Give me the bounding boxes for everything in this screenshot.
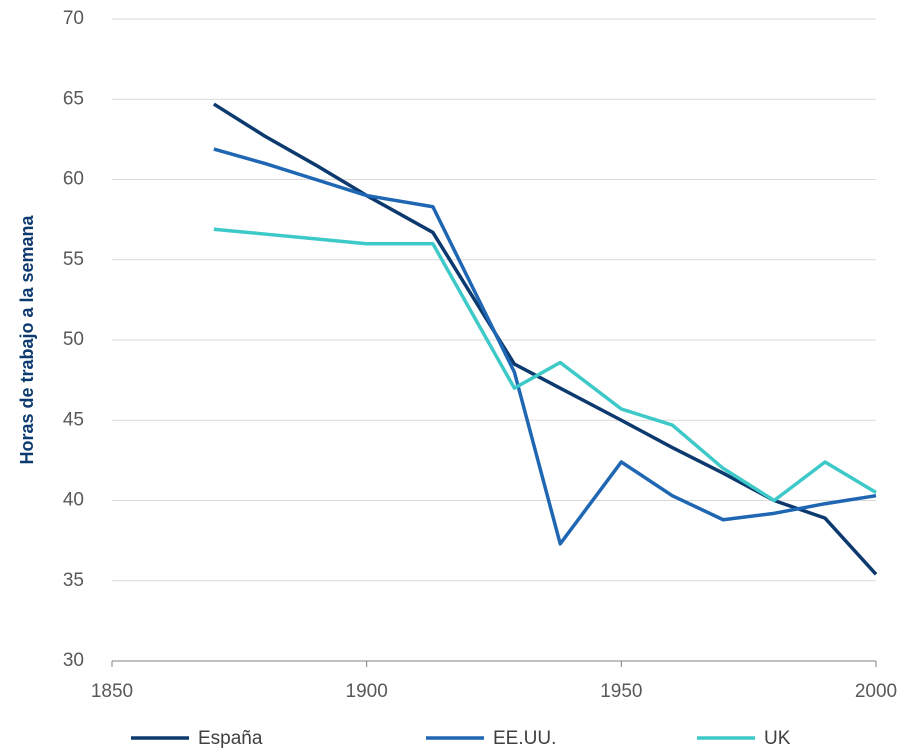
x-tick-label: 2000 [855, 681, 897, 702]
y-tick-label: 30 [63, 650, 84, 671]
y-tick-label: 50 [63, 329, 84, 350]
legend-label: España [198, 728, 263, 749]
series-line [213, 147, 877, 546]
y-tick-label: 40 [63, 490, 84, 511]
y-tick-label: 70 [63, 8, 84, 29]
x-tick-label: 1950 [600, 681, 642, 702]
series-line [213, 227, 877, 503]
y-tick-label: 35 [63, 570, 84, 591]
y-tick-label: 65 [63, 88, 84, 109]
y-tick-label: 55 [63, 249, 84, 270]
y-axis-label: Horas de trabajo a la semana [17, 214, 37, 464]
series-line [212, 102, 878, 576]
y-tick-label: 60 [63, 169, 84, 190]
legend-label: EE.UU. [493, 728, 556, 749]
legend-label: UK [764, 728, 791, 749]
x-tick-label: 1900 [346, 681, 388, 702]
y-tick-label: 45 [63, 409, 84, 430]
x-tick-label: 1850 [91, 681, 133, 702]
